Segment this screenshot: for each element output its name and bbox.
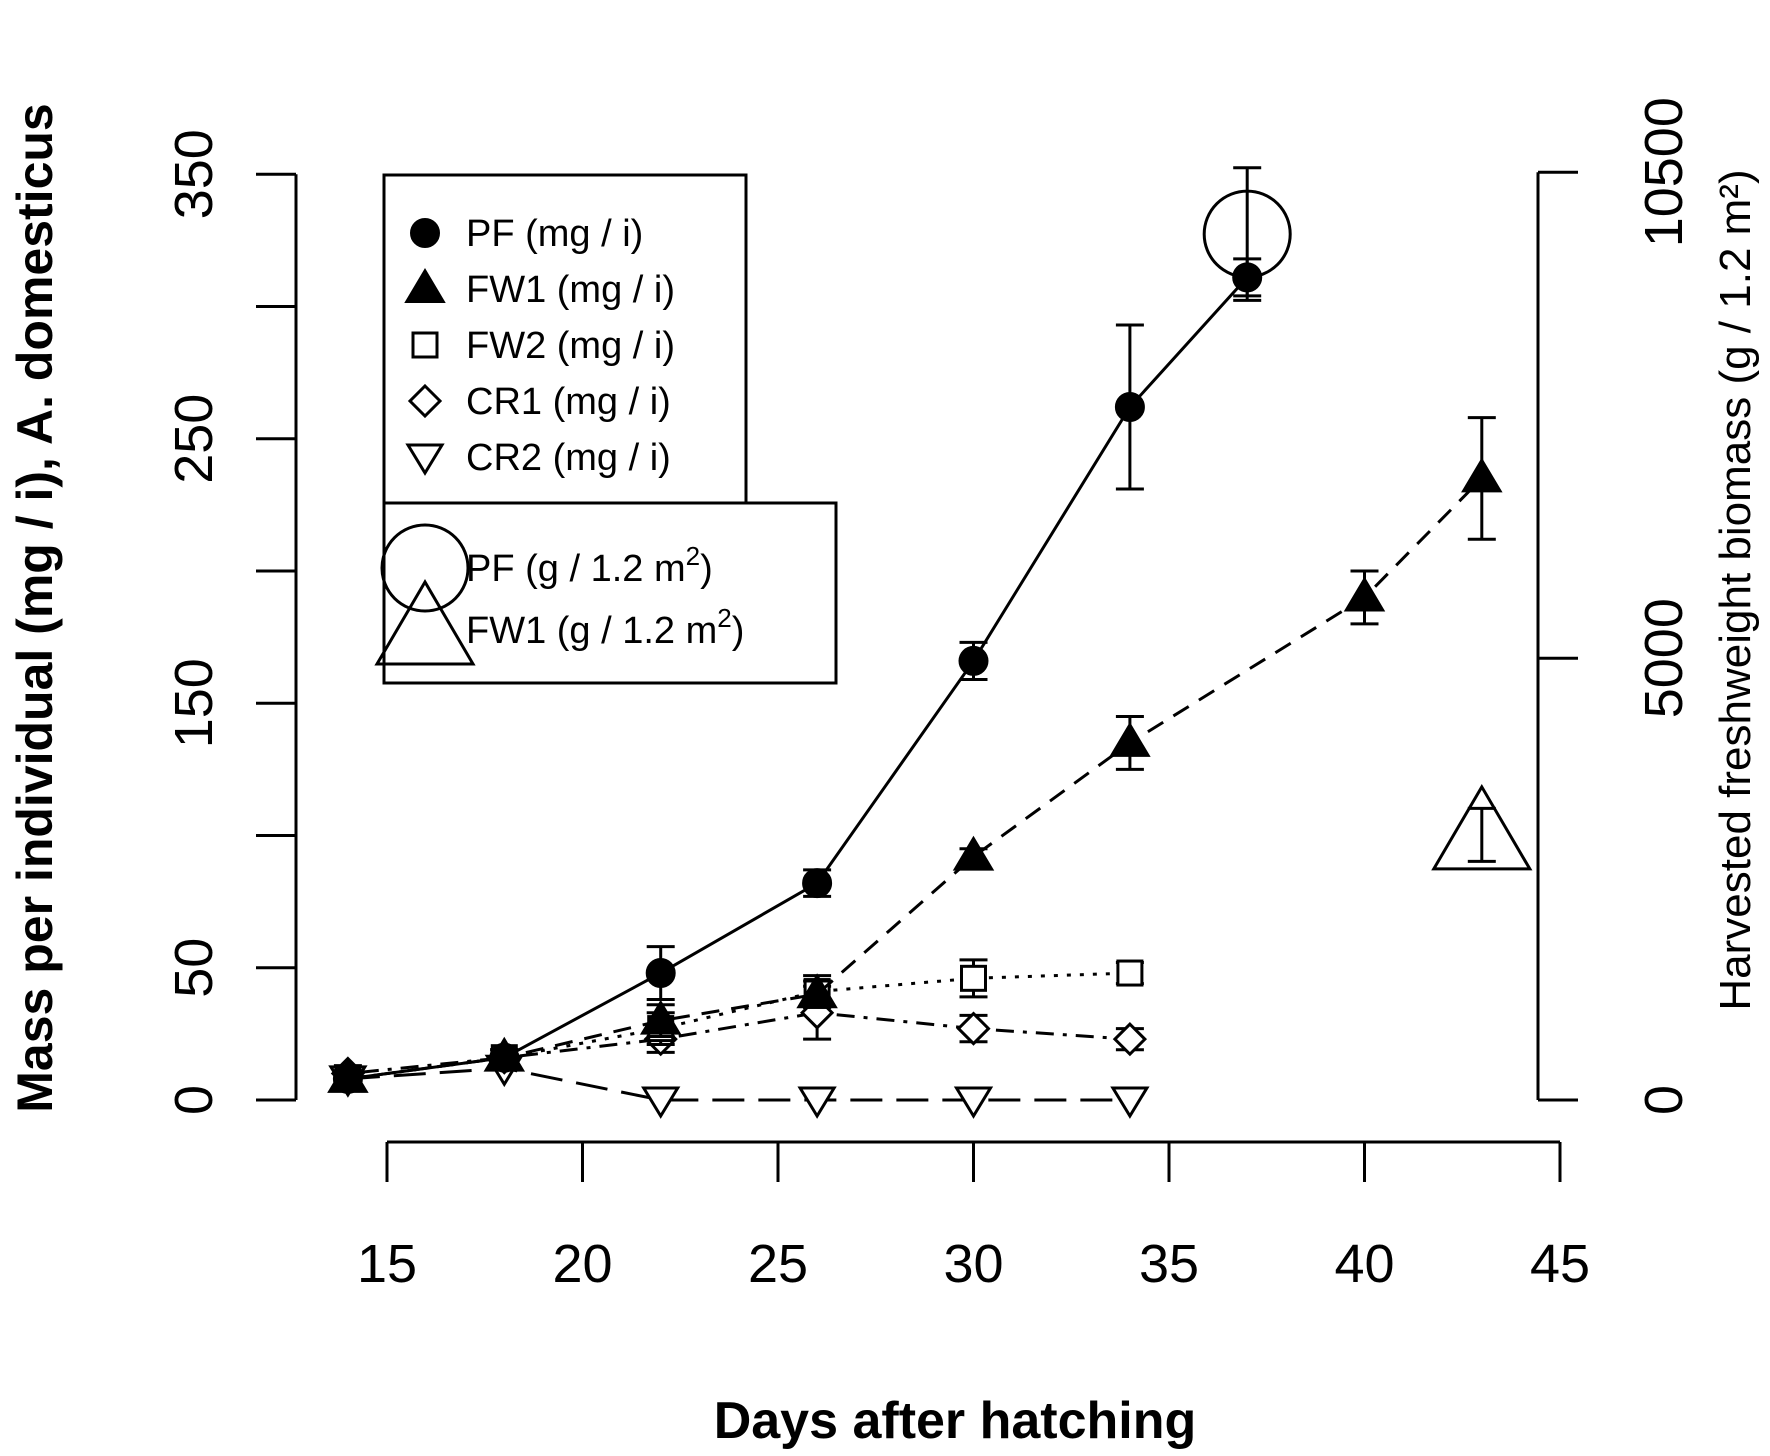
legend-marker — [407, 383, 443, 419]
legend-marker — [410, 218, 440, 248]
legend-label: CR2 (mg / i) — [466, 437, 671, 479]
legend: PF (mg / i) FW1 (mg / i) FW2 (mg / i) CR1 (… — [374, 173, 838, 685]
legend-marker — [380, 523, 470, 613]
legend-label: FW2 (mg / i) — [466, 325, 675, 367]
axes-layer: 0 50 150 250 350 0 5000 10500 15 20 25 30 35 40 45 — [164, 97, 1694, 1294]
series-filled-circle — [332, 257, 1263, 1094]
y-tick-label-left: 0 — [164, 1085, 224, 1115]
legend-marker — [411, 331, 439, 359]
legend-label: PF (g / 1.2 m2) — [466, 541, 713, 590]
data-point — [1202, 189, 1292, 279]
data-point — [489, 1042, 520, 1073]
x-tick-label: 40 — [1334, 1234, 1394, 1294]
series-line — [347, 1011, 1131, 1076]
y-tick-label-left: 150 — [164, 658, 224, 748]
legend-label: CR1 (mg / i) — [466, 381, 671, 423]
data-point — [1110, 1086, 1150, 1119]
series-line — [347, 477, 1483, 1081]
y-tick-label-left: 350 — [164, 129, 224, 219]
series-large-open-triangle — [1431, 783, 1533, 871]
y-tick-label-right: 0 — [1634, 1085, 1694, 1115]
y-tick-label-left: 250 — [164, 394, 224, 484]
data-point — [802, 868, 833, 899]
y-axis-label-left: Mass per individual (mg / i), A. domesti… — [7, 103, 63, 1112]
data-point — [953, 1086, 994, 1119]
y-tick-label-right: 10500 — [1634, 97, 1694, 247]
legend-box-biomass — [382, 501, 838, 685]
data-point — [1112, 1022, 1148, 1057]
legend-label: FW1 (mg / i) — [466, 269, 675, 311]
data-point — [1461, 457, 1503, 493]
x-tick-label: 20 — [552, 1234, 612, 1294]
data-point — [1431, 783, 1533, 871]
data-point — [1114, 392, 1145, 423]
x-tick-label: 30 — [943, 1234, 1003, 1294]
data-point — [1109, 721, 1151, 757]
data-point — [641, 1086, 681, 1119]
x-axis-label: Days after hatching — [714, 1392, 1197, 1450]
legend-marker — [404, 268, 446, 303]
x-tick-label: 45 — [1530, 1234, 1590, 1294]
series-line — [347, 1066, 1130, 1102]
data-point — [952, 835, 995, 871]
data-point — [645, 958, 676, 989]
data-point — [1116, 959, 1144, 987]
y-axis-label-right: Harvested freshweight biomass (g / 1.2 m… — [1711, 169, 1760, 1010]
series-layer — [327, 166, 1533, 1119]
legend-label: PF (mg / i) — [466, 213, 643, 255]
legend-marker — [405, 443, 445, 476]
data-point — [796, 973, 838, 1009]
series-open-diamond — [330, 984, 1148, 1091]
y-tick-label-left: 50 — [164, 938, 224, 998]
y-tick-label-right: 5000 — [1634, 598, 1694, 718]
axis-labels: Mass per individual (mg / i), A. domesti… — [7, 103, 1760, 1450]
legend-box-individual — [382, 173, 748, 505]
data-point — [960, 964, 987, 992]
series-large-open-circle — [1202, 166, 1292, 302]
x-tick-label: 25 — [748, 1234, 808, 1294]
data-point — [639, 999, 682, 1035]
data-point — [332, 1063, 363, 1094]
x-tick-label: 35 — [1139, 1234, 1199, 1294]
data-point — [956, 1011, 991, 1046]
data-point — [797, 1086, 837, 1119]
data-point — [1343, 576, 1386, 612]
legend-label: FW1 (g / 1.2 m2) — [466, 603, 744, 652]
data-point — [958, 645, 989, 676]
x-tick-label: 15 — [357, 1234, 417, 1294]
legend-marker — [374, 579, 476, 666]
